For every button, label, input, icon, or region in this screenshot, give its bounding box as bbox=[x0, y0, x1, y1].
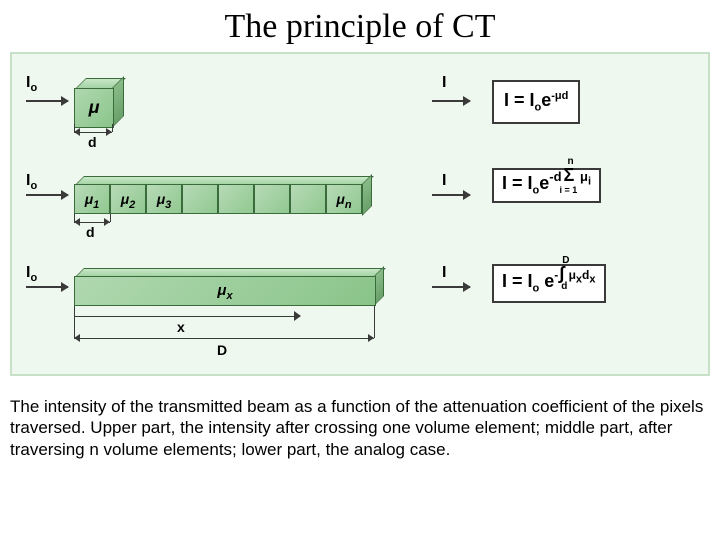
label-I-1: I bbox=[442, 74, 446, 92]
voxel-blank bbox=[218, 184, 254, 214]
dim-label-x: x bbox=[177, 319, 185, 335]
equation-1: I = Ioe-μd bbox=[492, 80, 580, 124]
arrow-in-1 bbox=[26, 100, 68, 102]
equation-3: I = Io e-D∫d μxdx bbox=[492, 264, 606, 303]
dim-label-d-2: d bbox=[86, 224, 95, 240]
voxel-mu2: μ2 bbox=[110, 184, 146, 214]
label-I0-3: Io bbox=[26, 264, 37, 284]
dim-x bbox=[74, 316, 294, 317]
label-I0: Io bbox=[26, 74, 37, 94]
voxel-blank bbox=[290, 184, 326, 214]
arrow-out-1 bbox=[432, 100, 470, 102]
label-I-3: I bbox=[442, 264, 446, 282]
voxel-mun: μn bbox=[326, 184, 362, 214]
label-I0-2: Io bbox=[26, 172, 37, 192]
dim-d-2 bbox=[74, 222, 110, 223]
arrow-in-2 bbox=[26, 194, 68, 196]
dim-label-d-1: d bbox=[88, 134, 97, 150]
arrow-in-3 bbox=[26, 286, 68, 288]
dim-d-1 bbox=[74, 132, 112, 133]
voxel-mu3: μ3 bbox=[146, 184, 182, 214]
dim-D bbox=[74, 338, 374, 339]
voxel-mu1: μ1 bbox=[74, 184, 110, 214]
caption-text: The intensity of the transmitted beam as… bbox=[10, 396, 710, 460]
label-I-2: I bbox=[442, 172, 446, 190]
arrow-out-2 bbox=[432, 194, 470, 196]
voxel-blank bbox=[254, 184, 290, 214]
dim-label-D: D bbox=[217, 342, 227, 358]
voxel-blank bbox=[182, 184, 218, 214]
page-title: The principle of CT bbox=[0, 8, 720, 46]
diagram-panel: Io μ d I I = Ioe-μd Io bbox=[10, 52, 710, 376]
arrow-out-3 bbox=[432, 286, 470, 288]
voxel-single: μ bbox=[74, 78, 122, 126]
equation-2: I = Ioe-dnΣi = 1 μi bbox=[492, 168, 601, 203]
